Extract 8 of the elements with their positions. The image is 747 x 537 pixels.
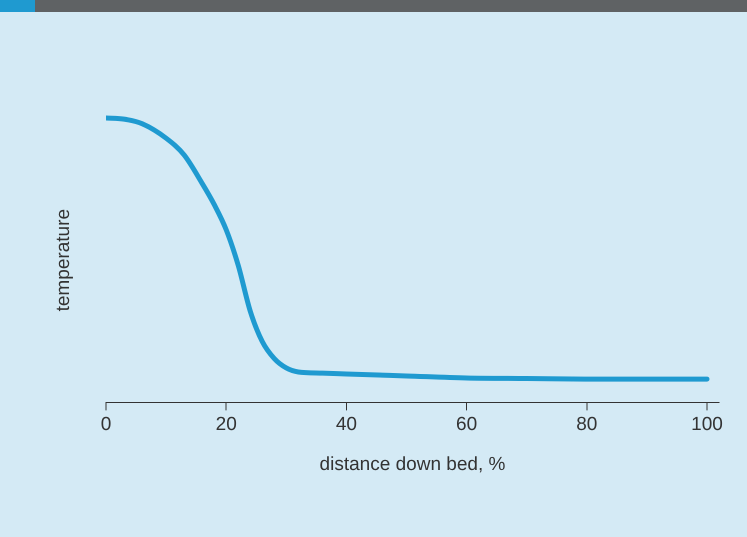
x-tick-label: 40 [336, 414, 357, 436]
y-axis-title: temperature [53, 208, 74, 312]
x-tick-label: 20 [216, 414, 237, 436]
x-tick-label: 100 [691, 414, 723, 436]
x-axis-title: distance down bed, % [320, 454, 506, 475]
x-tick-label: 60 [456, 414, 478, 436]
x-tick-label: 80 [576, 414, 598, 436]
x-tick-label: 0 [100, 414, 112, 436]
